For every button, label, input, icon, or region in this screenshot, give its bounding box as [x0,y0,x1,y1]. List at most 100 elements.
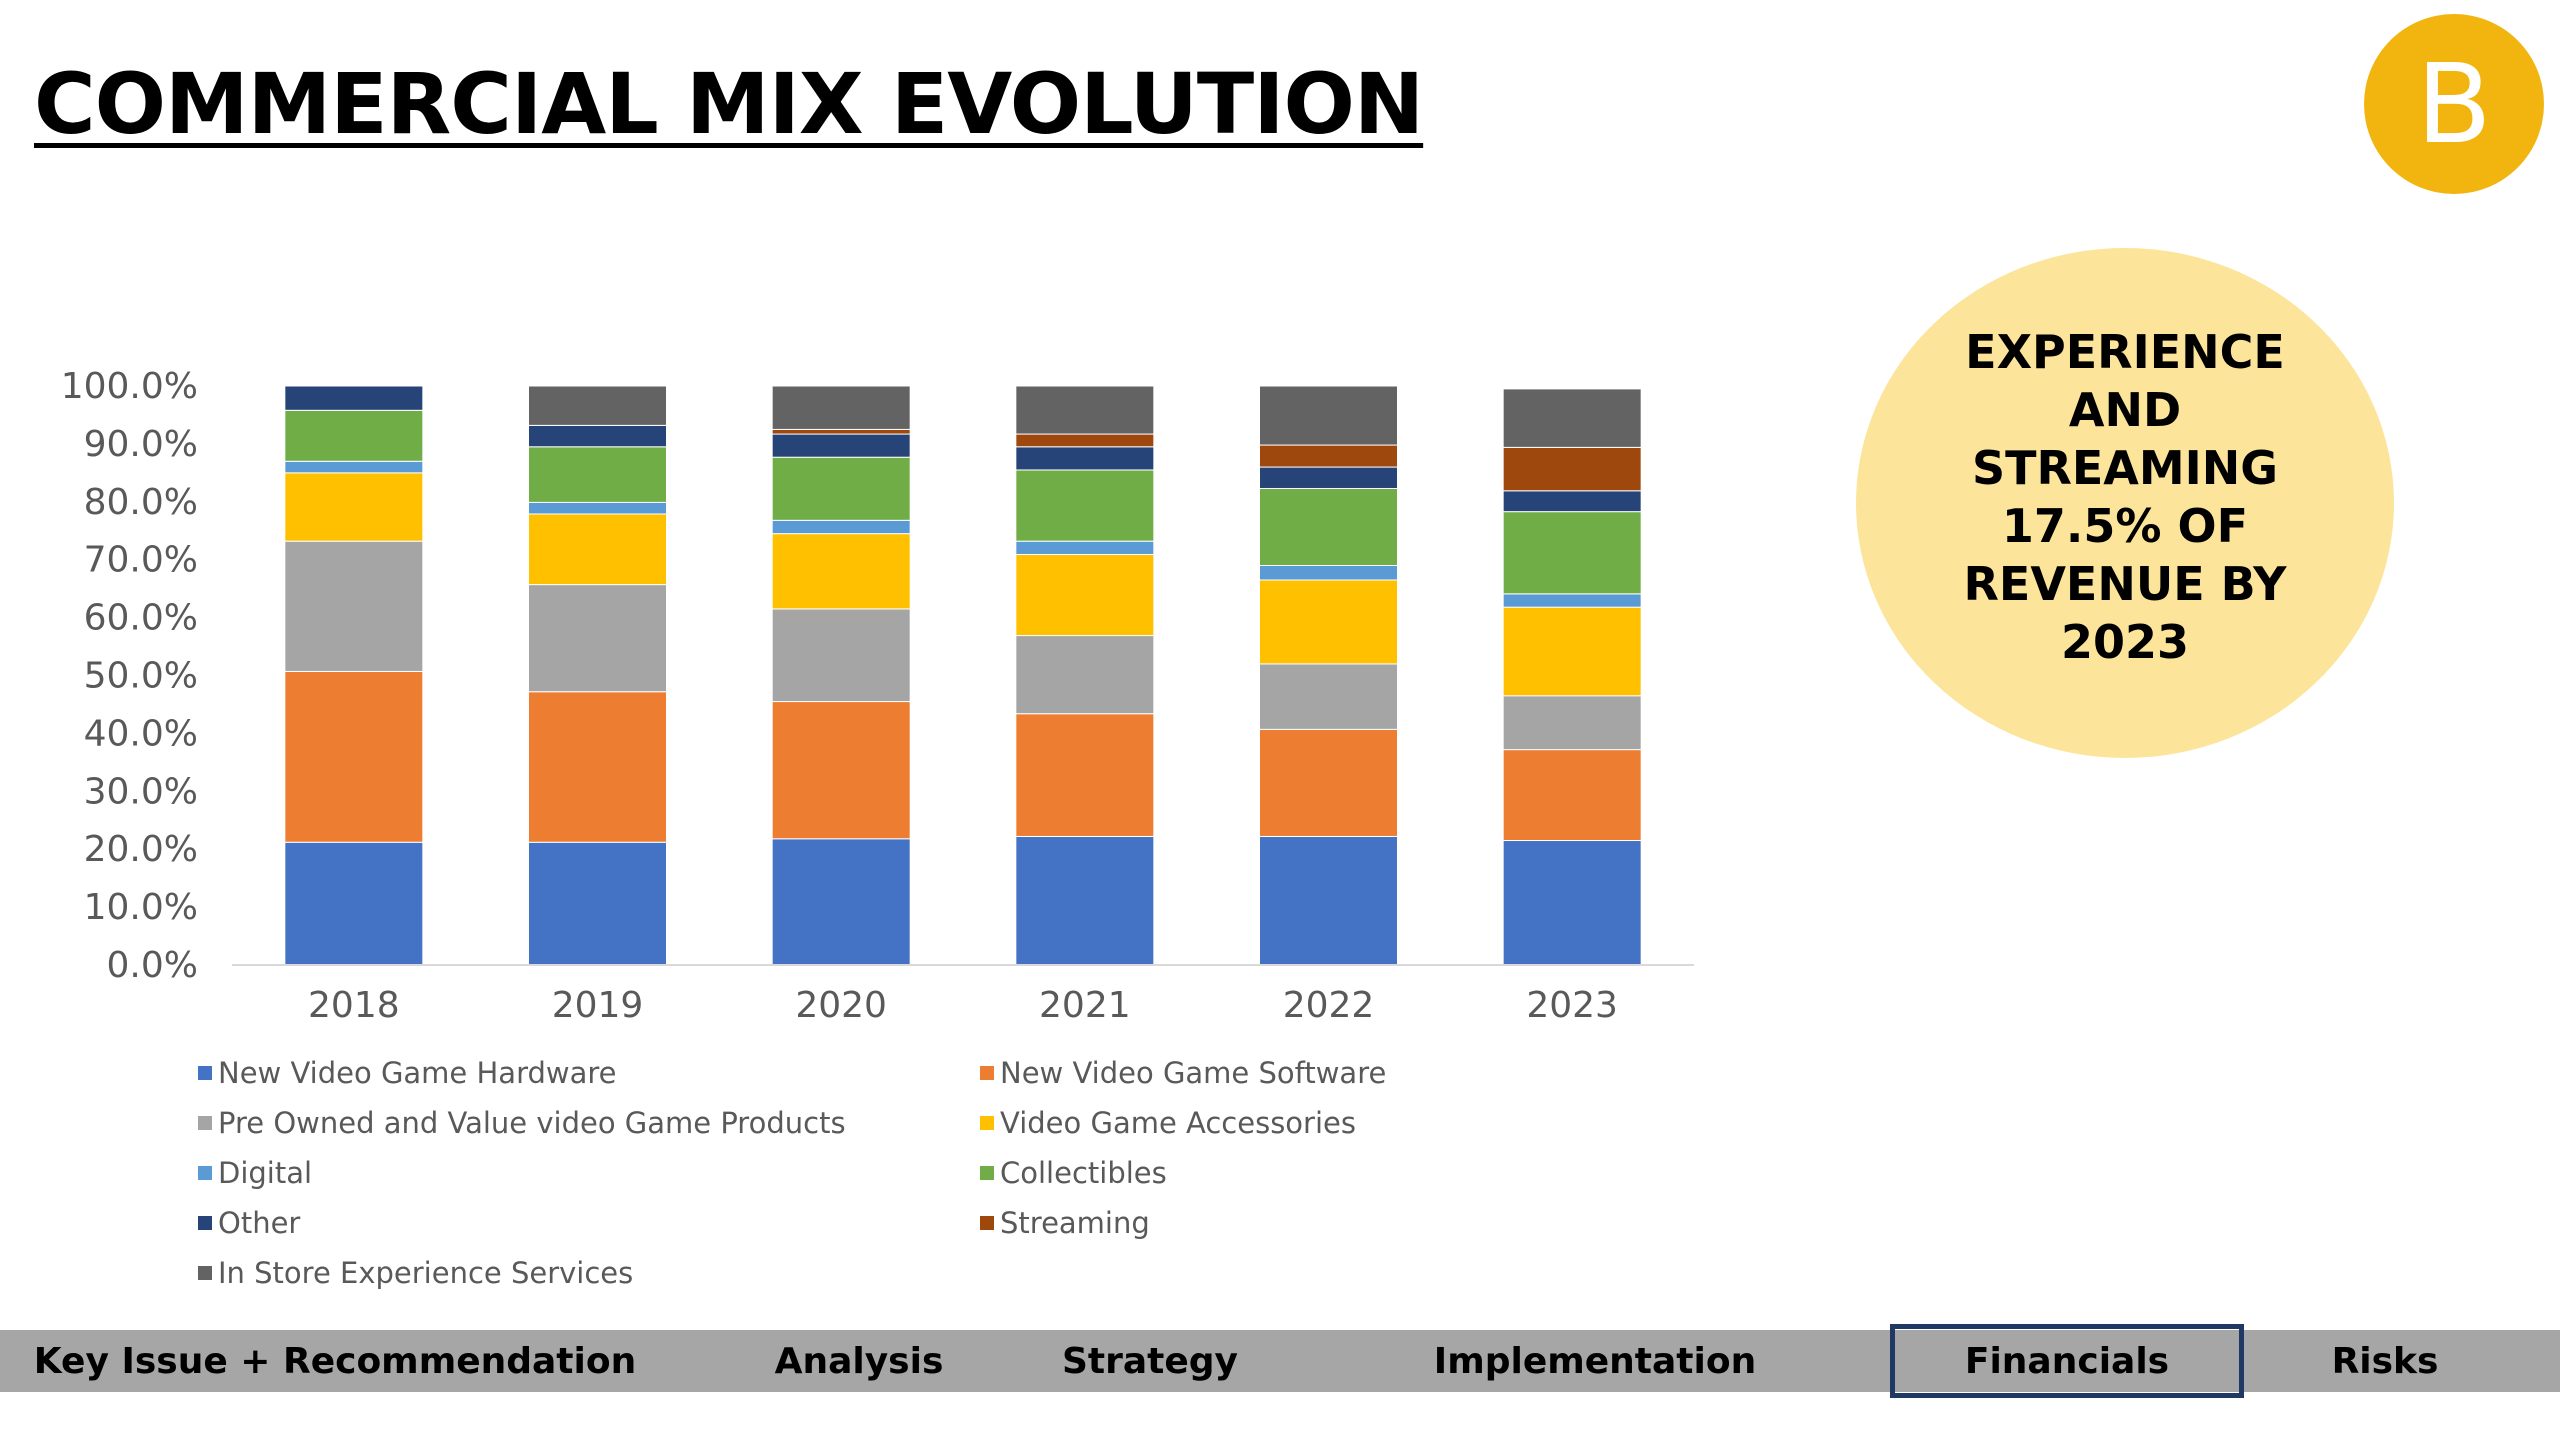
legend-item: Other [198,1198,980,1248]
x-axis-ticks: 2018 2019 2020 2021 2022 2023 [308,985,1618,1026]
section-nav-bar: Key Issue + Recommendation Analysis Stra… [0,1324,2560,1398]
legend-label: Video Game Accessories [1000,1106,1356,1140]
bar-segment [1502,511,1642,595]
bar-segment [1015,469,1155,542]
legend-item: New Video Game Hardware [198,1048,980,1098]
legend-item: New Video Game Software [980,1048,1480,1098]
legend-item: Video Game Accessories [980,1098,1480,1148]
bar-segment [1259,835,1398,966]
legend-label: Collectibles [1000,1156,1167,1190]
y-tick-label: 10.0% [84,887,198,928]
y-tick-label: 20.0% [84,829,198,870]
nav-item-key-issue[interactable]: Key Issue + Recommendation [33,1340,637,1382]
legend-label: Digital [218,1156,313,1190]
y-tick-label: 0.0% [107,945,198,986]
callout-bubble: EXPERIENCE AND STREAMING 17.5% OF REVENU… [1856,248,2394,758]
bar-segment [1015,540,1155,555]
bar-segment [1259,444,1398,468]
nav-item-risks[interactable]: Risks [2331,1340,2439,1382]
legend-label: New Video Game Hardware [218,1056,617,1090]
bar-segment [1259,466,1398,489]
bar-segment [284,472,424,542]
bar-segment [1259,487,1398,566]
legend-swatch [980,1066,994,1080]
y-tick-label: 80.0% [84,482,198,523]
callout-text: EXPERIENCE AND STREAMING 17.5% OF REVENU… [1963,325,2287,669]
bar-segment [771,701,911,840]
bar-segment [1502,606,1642,697]
bar-segment [1259,564,1398,581]
legend-label: Pre Owned and Value video Game Products [218,1106,846,1140]
bar-segment [1502,695,1642,751]
stacked-bar-chart: 0.0% 10.0% 20.0% 30.0% 40.0% 50.0% 60.0% 70.0% 8… [61,366,1694,1026]
y-tick-label: 50.0% [84,656,198,697]
bar-segment [528,584,667,693]
legend-swatch [980,1116,994,1130]
x-tick-label: 2020 [795,985,887,1026]
logo-letter: B [2416,40,2492,168]
bar-segment [528,385,667,426]
bar-segment [284,540,424,672]
bar-segment [1502,840,1642,966]
bar-segment [284,460,424,474]
bar-segment [771,533,911,610]
nav-item-analysis[interactable]: Analysis [774,1340,944,1382]
bar-segment [1259,663,1398,730]
x-tick-label: 2019 [552,985,644,1026]
bar-segment [771,385,911,430]
legend-item: Collectibles [980,1148,1480,1198]
bar-segment [1259,579,1398,665]
brand-logo: B [2364,14,2544,194]
bar-segment [771,456,911,521]
y-axis-ticks: 0.0% 10.0% 20.0% 30.0% 40.0% 50.0% 60.0% 70.0% 8… [61,366,198,986]
bar-segment [1015,835,1155,966]
y-tick-label: 60.0% [84,598,198,639]
x-tick-label: 2018 [308,985,400,1026]
bar-segment [1502,388,1642,448]
legend-swatch [198,1066,212,1080]
bar-segment [1015,553,1155,637]
bar-segment [284,385,424,411]
legend-swatch [980,1216,994,1230]
bar-segment [1502,593,1642,608]
bar-segment [771,608,911,703]
legend-label: New Video Game Software [1000,1056,1387,1090]
legend-label: Other [218,1206,301,1240]
x-tick-label: 2021 [1039,985,1131,1026]
chart-legend: New Video Game Hardware New Video Game So… [198,1048,1498,1298]
legend-swatch [198,1166,212,1180]
legend-item: Digital [198,1148,980,1198]
bar-segment [1259,385,1398,446]
x-tick-label: 2023 [1526,985,1618,1026]
legend-swatch [198,1216,212,1230]
y-tick-label: 100.0% [61,366,198,407]
bar-segment [1015,446,1155,471]
bar-segment [771,519,911,535]
bar-segment [1259,728,1398,837]
bar-segment [1502,490,1642,513]
legend-swatch [980,1166,994,1180]
page-title: COMMERCIAL MIX EVOLUTION [34,55,1424,153]
bar-segment [1015,635,1155,715]
bar-segment [528,691,667,843]
legend-label: Streaming [1000,1206,1150,1240]
bar-segment [528,446,667,503]
y-tick-label: 30.0% [84,771,198,812]
nav-item-strategy[interactable]: Strategy [1061,1340,1239,1382]
bar-segment [1015,433,1155,448]
legend-item: Pre Owned and Value video Game Products [198,1098,980,1148]
bar-segment [1015,713,1155,837]
chart-bars [284,385,1642,966]
legend-label: In Store Experience Services [218,1256,634,1290]
y-tick-label: 90.0% [84,424,198,465]
legend-item: Streaming [980,1198,1480,1248]
bar-segment [771,838,911,966]
x-tick-label: 2022 [1283,985,1375,1026]
bar-segment [284,841,424,966]
bar-segment [528,501,667,515]
legend-item: In Store Experience Services [198,1248,980,1298]
bar-segment [284,670,424,843]
nav-item-implementation[interactable]: Implementation [1433,1340,1757,1382]
bar-segment [528,424,667,448]
nav-item-financials[interactable]: Financials [1890,1324,2244,1398]
